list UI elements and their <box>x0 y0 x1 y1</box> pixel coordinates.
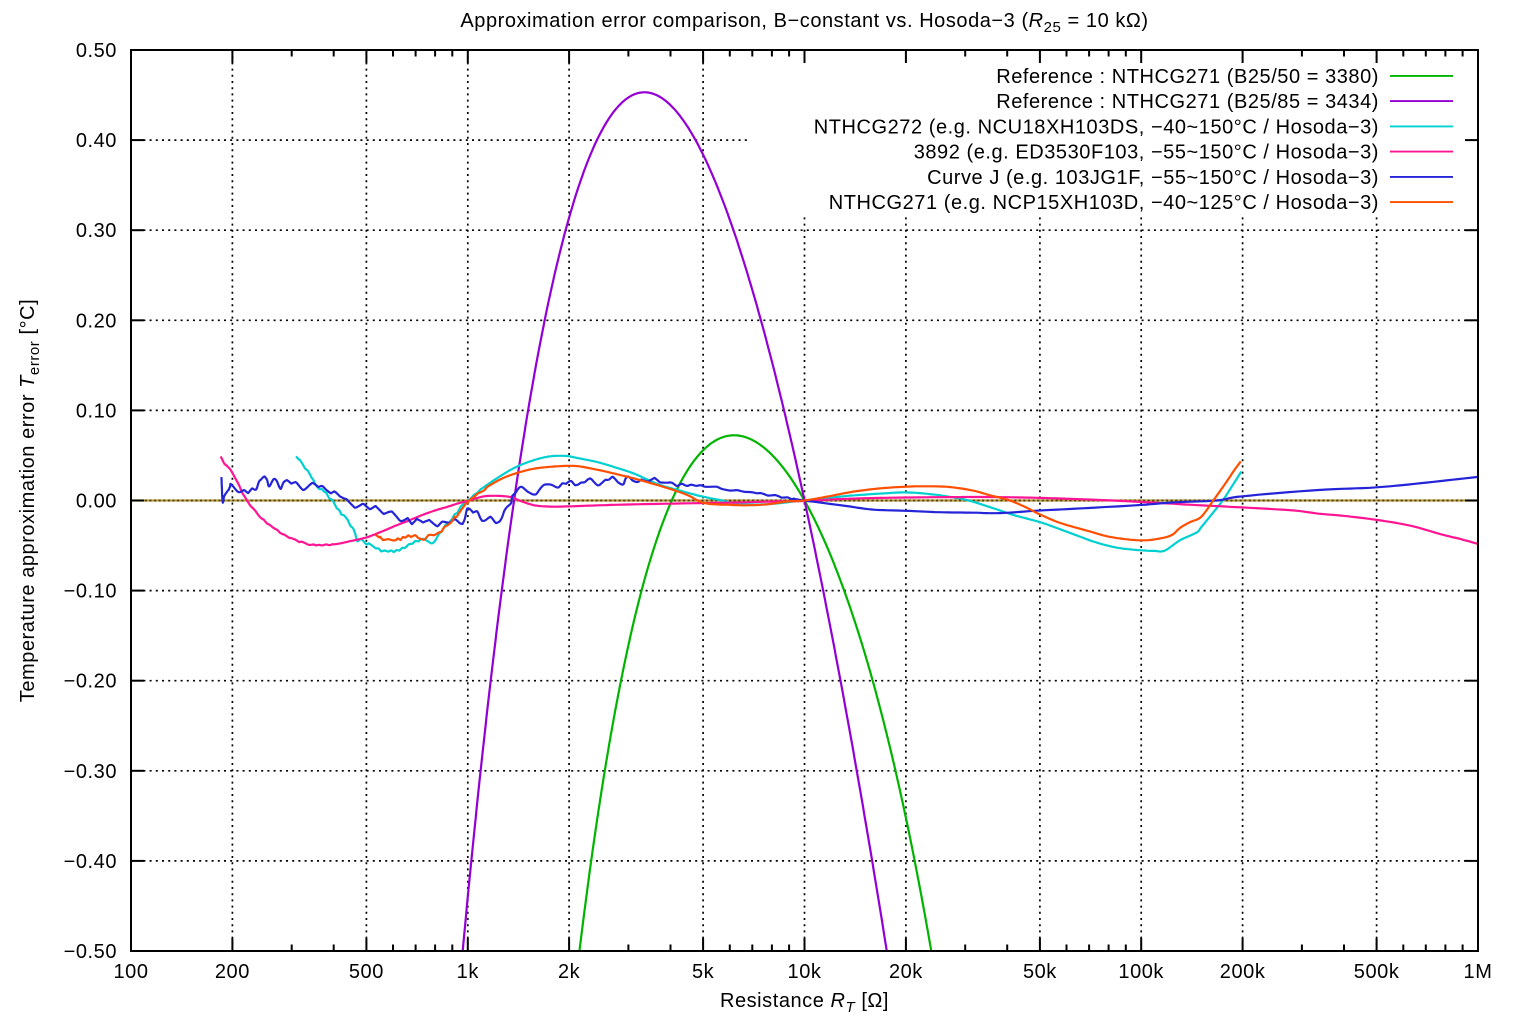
svg-text:NTHCG272 (e.g. NCU18XH103DS, −: NTHCG272 (e.g. NCU18XH103DS, −40~150°C /… <box>814 116 1379 138</box>
svg-text:200: 200 <box>215 961 250 983</box>
svg-text:−0.50: −0.50 <box>64 941 117 963</box>
svg-text:500k: 500k <box>1354 961 1400 983</box>
svg-text:−0.20: −0.20 <box>64 671 117 693</box>
svg-text:0.30: 0.30 <box>76 220 117 242</box>
svg-text:1M: 1M <box>1464 961 1493 983</box>
svg-text:10k: 10k <box>788 961 822 983</box>
svg-text:−0.10: −0.10 <box>64 581 117 603</box>
svg-text:Curve J (e.g. 103JG1F, −55~150: Curve J (e.g. 103JG1F, −55~150°C / Hosod… <box>927 167 1379 189</box>
svg-text:Reference : NTHCG271 (B25/85 =: Reference : NTHCG271 (B25/85 = 3434) <box>996 91 1379 113</box>
svg-text:2k: 2k <box>558 961 581 983</box>
svg-text:0.20: 0.20 <box>76 310 117 332</box>
svg-text:200k: 200k <box>1220 961 1266 983</box>
svg-text:−0.30: −0.30 <box>64 761 117 783</box>
svg-text:0.40: 0.40 <box>76 130 117 152</box>
svg-text:Reference : NTHCG271 (B25/50 =: Reference : NTHCG271 (B25/50 = 3380) <box>996 66 1379 88</box>
svg-text:50k: 50k <box>1023 961 1057 983</box>
svg-text:1k: 1k <box>457 961 480 983</box>
svg-text:3892 (e.g. ED3530F103, −55~150: 3892 (e.g. ED3530F103, −55~150°C / Hosod… <box>914 142 1379 164</box>
svg-text:5k: 5k <box>692 961 715 983</box>
svg-text:Resistance RT [Ω]: Resistance RT [Ω] <box>720 990 889 1016</box>
svg-text:100: 100 <box>113 961 148 983</box>
svg-text:0.50: 0.50 <box>76 40 117 62</box>
svg-text:NTHCG271 (e.g. NCP15XH103D, −4: NTHCG271 (e.g. NCP15XH103D, −40~125°C / … <box>829 192 1379 214</box>
svg-text:500: 500 <box>349 961 384 983</box>
svg-text:Approximation error comparison: Approximation error comparison, B−consta… <box>460 10 1148 36</box>
svg-text:0.10: 0.10 <box>76 400 117 422</box>
svg-text:0.00: 0.00 <box>76 491 117 513</box>
svg-text:100k: 100k <box>1118 961 1164 983</box>
svg-text:20k: 20k <box>889 961 923 983</box>
svg-text:−0.40: −0.40 <box>64 851 117 873</box>
